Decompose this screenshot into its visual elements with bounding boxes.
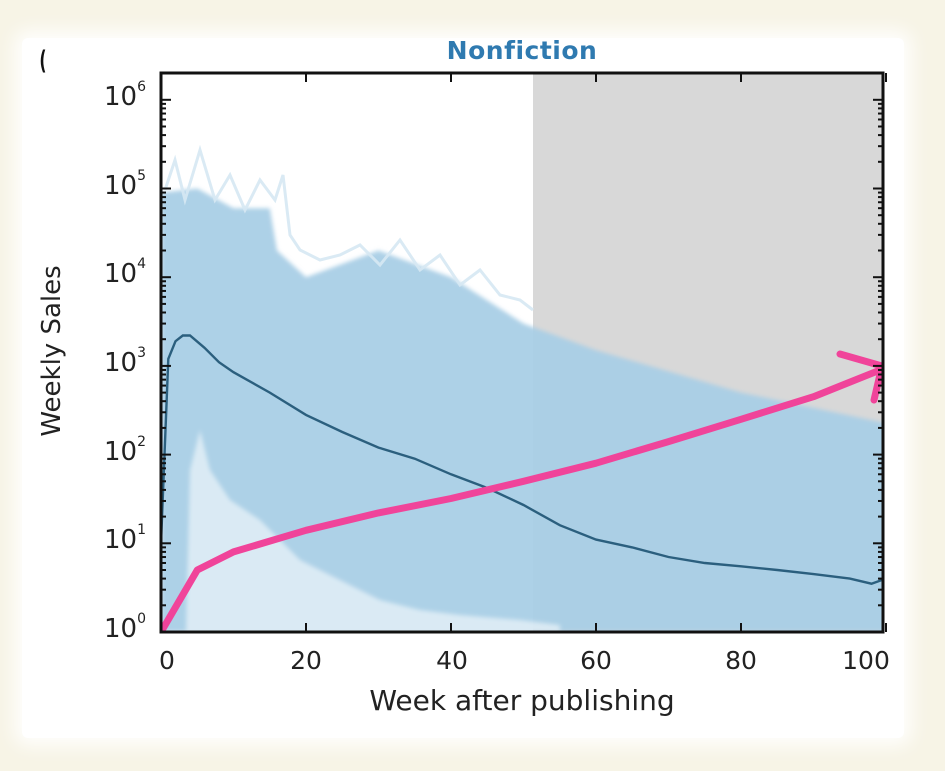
y-tick-label-1e4: 104 <box>103 256 146 289</box>
y-tick-label-1e3: 103 <box>103 345 146 378</box>
y-tick-label-1e2: 102 <box>103 434 146 467</box>
chart-title: Nonfiction <box>446 36 598 65</box>
axis-ticks <box>160 73 887 633</box>
x-tick-label-80: 80 <box>725 646 757 675</box>
x-tick-label-20: 20 <box>290 646 322 675</box>
y-tick-label-1e5: 105 <box>103 168 146 201</box>
magenta-trend-arrow <box>161 365 883 632</box>
y-tick-label-1e0: 100 <box>103 611 146 644</box>
x-tick-label-100: 100 <box>842 646 890 675</box>
x-axis-label: Week after publishing <box>369 684 675 717</box>
axes-frame <box>159 71 885 634</box>
y-axis-label: Weekly Sales <box>37 265 67 437</box>
mean-sales-line <box>161 334 883 585</box>
band-upper-speckle <box>163 144 534 312</box>
x-tick-label-60: 60 <box>580 646 612 675</box>
y-tick-label-1e6: 106 <box>103 79 146 112</box>
x-tick-label-40: 40 <box>436 646 468 675</box>
band-lower-gaps <box>186 430 560 632</box>
x-tick-label-0: 0 <box>159 646 175 675</box>
y-tick-label-1e1: 101 <box>103 522 146 555</box>
panel-label-fragment: ( <box>39 46 47 76</box>
